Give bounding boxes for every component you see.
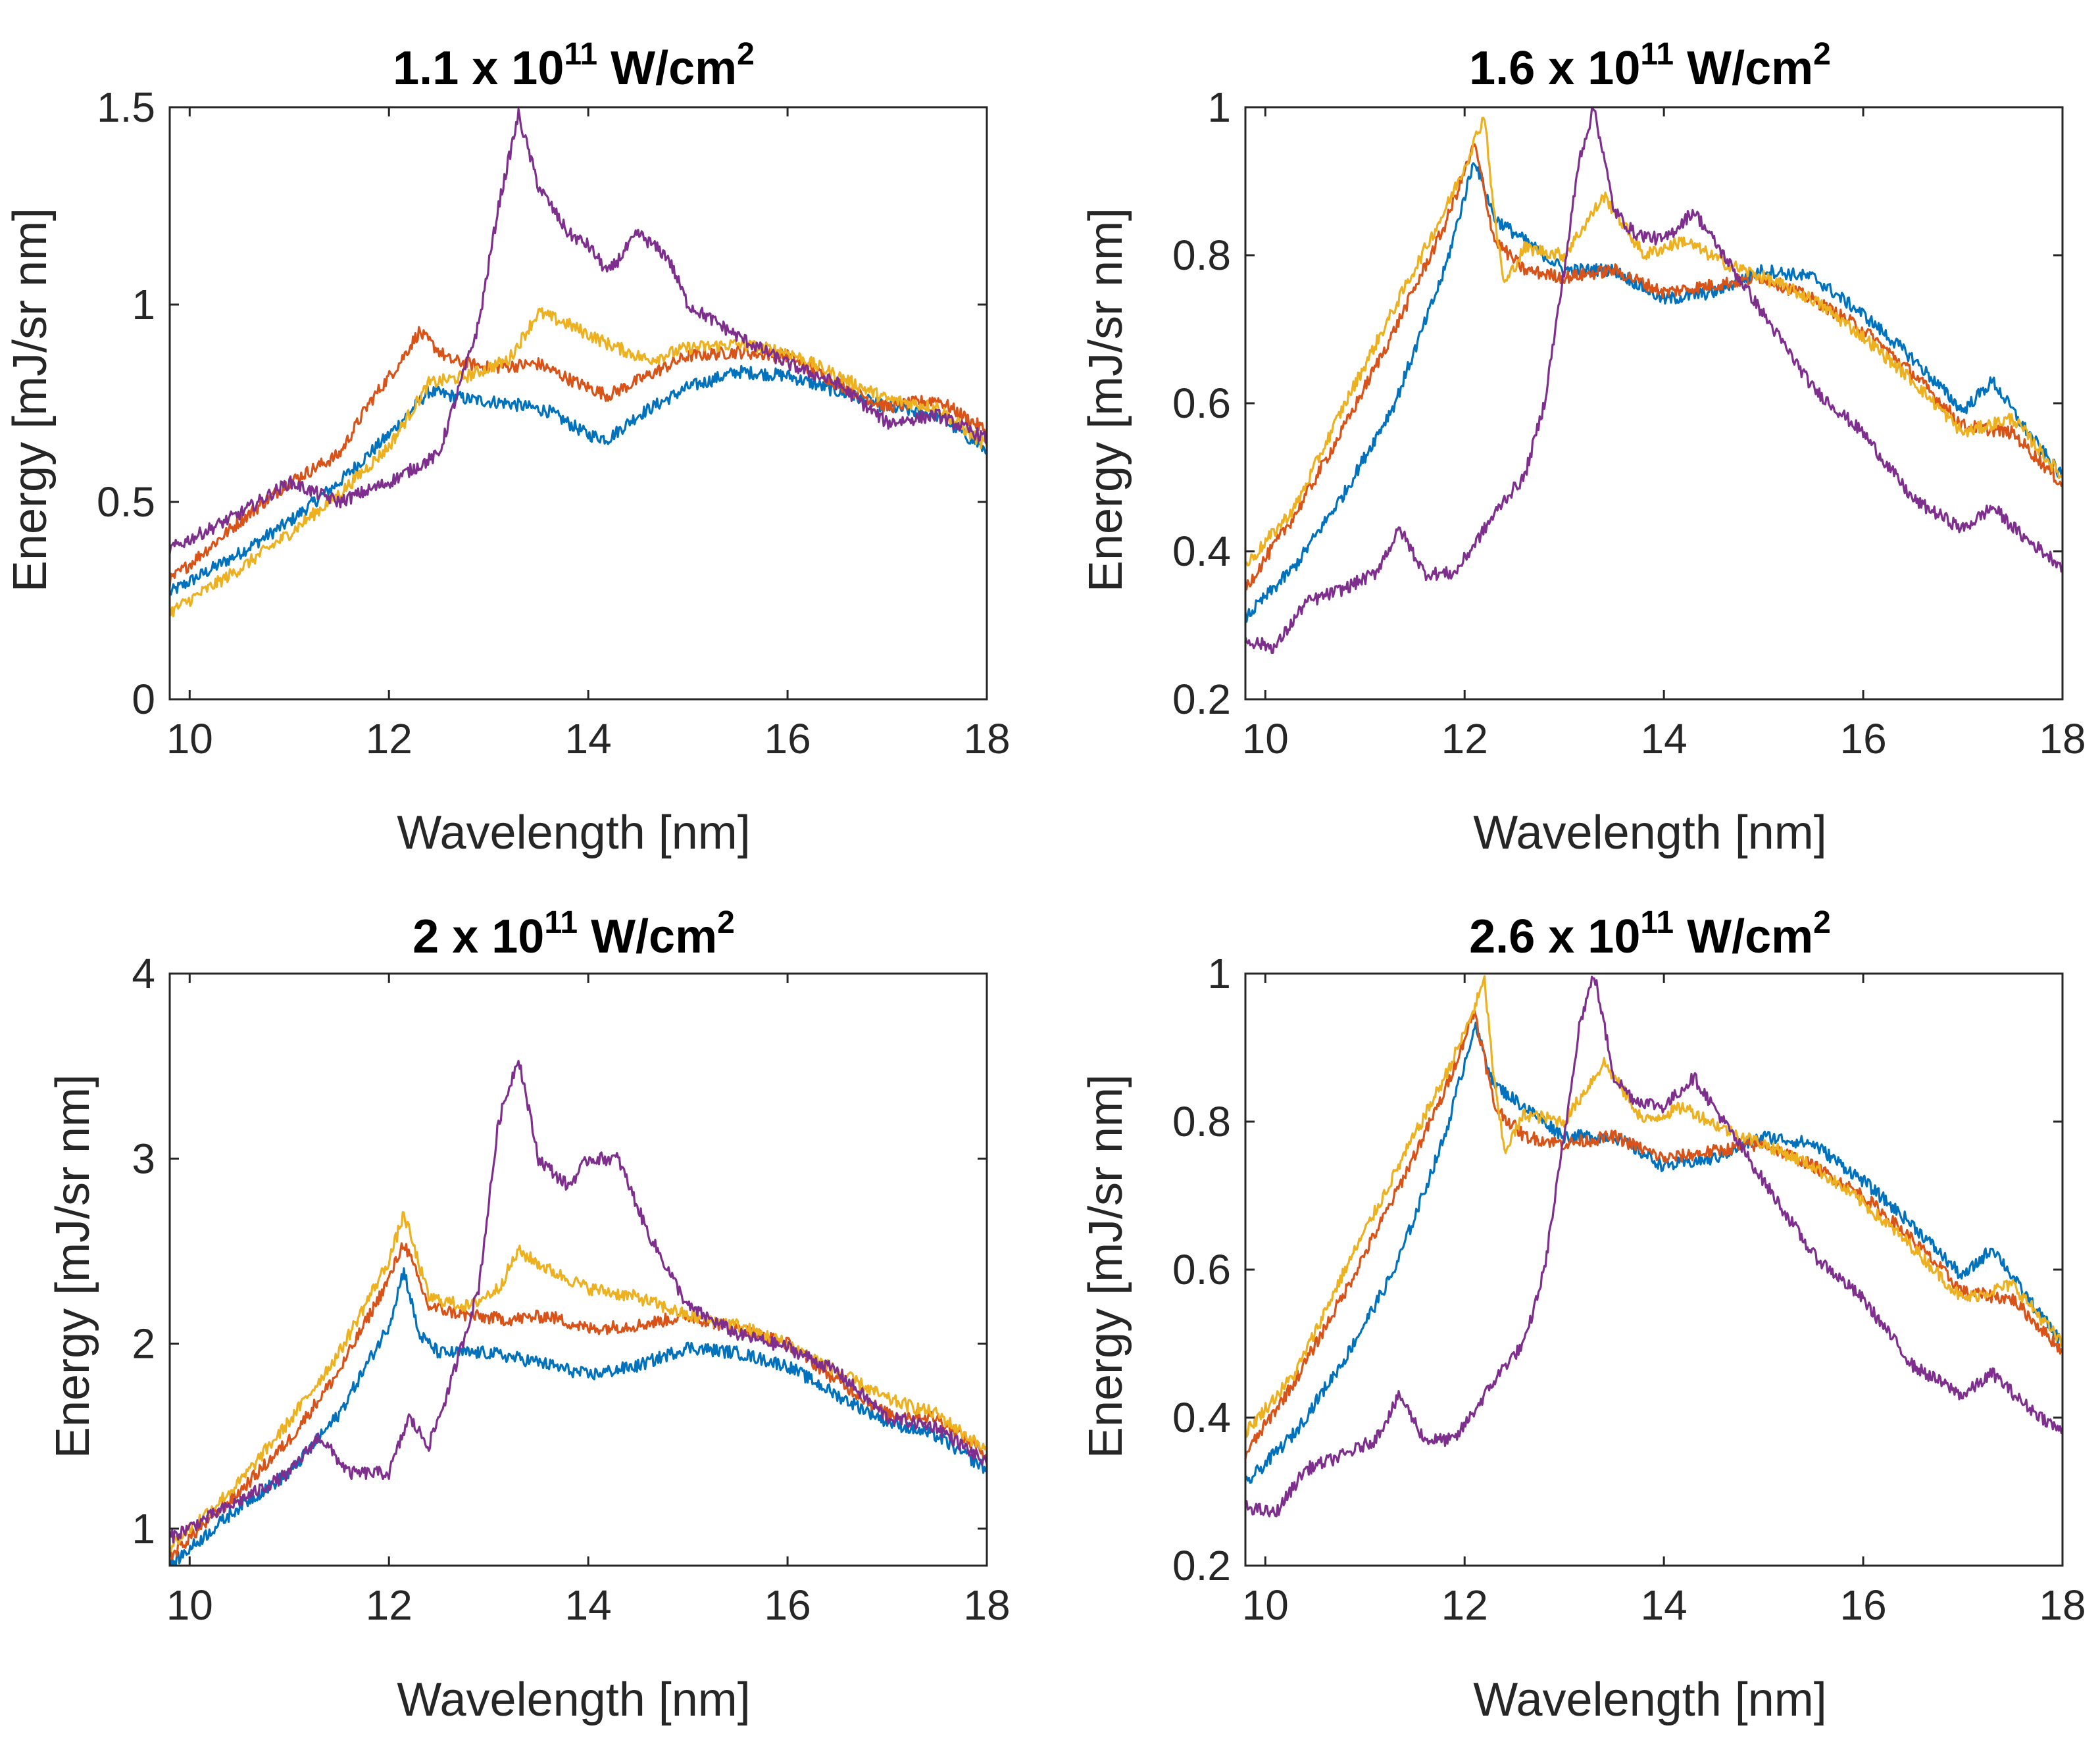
panel-4-xtick-label: 14: [1641, 1581, 1688, 1629]
panel-3-title-exponent: 11: [544, 905, 578, 940]
panel-2-series-blue: [1245, 162, 2062, 623]
panel-2-title-unit-exponent: 2: [1813, 37, 1831, 72]
panel-3-series-orange: [170, 1242, 987, 1560]
panel-1-series-orange: [170, 326, 987, 587]
panel-2-series-orange: [1245, 143, 2062, 591]
panel-4-xlabel: Wavelength [nm]: [1473, 1674, 1827, 1726]
panel-4-ytick-label: 1: [1207, 950, 1231, 997]
panel-3-title-unit-exponent: 2: [717, 905, 735, 940]
panel-4-title-exponent: 11: [1640, 905, 1674, 940]
panel-2-ylabel: Energy [mJ/sr nm]: [1080, 208, 1132, 592]
panel-2-ytick-label: 1: [1207, 84, 1231, 131]
panel-4-ytick-label: 0.4: [1172, 1394, 1231, 1441]
panel-4-axes-box: [1244, 972, 2064, 1567]
panel-3-series-purple: [170, 1060, 987, 1544]
panel-2-series-purple: [1245, 107, 2062, 655]
panel-1-xtick-label: 12: [366, 715, 413, 762]
panel-1-title: 1.1 x 1011 W/cm2: [393, 37, 755, 95]
panel-4-xtick-label: 10: [1242, 1581, 1289, 1629]
panel-2: 1.6 x 1011 W/cm2 Energy [mJ/sr nm] Wavel…: [1080, 37, 2086, 859]
panel-3-xtick-label: 18: [963, 1581, 1010, 1629]
panel-2-xtick-label: 10: [1242, 715, 1289, 762]
panel-4-ytick-label: 0.8: [1172, 1098, 1231, 1145]
panel-4-title: 2.6 x 1011 W/cm2: [1469, 905, 1831, 963]
panel-3-axes-box: [168, 972, 988, 1567]
panel-2-title-unit: W/cm: [1674, 42, 1813, 95]
panel-2-title: 1.6 x 1011 W/cm2: [1469, 37, 1831, 95]
panel-2-ytick-label: 0.8: [1172, 232, 1231, 279]
panel-1-series-purple: [170, 108, 987, 555]
panel-3-series-yellow: [170, 1210, 987, 1552]
panel-4-series-orange: [1245, 1010, 2062, 1459]
panel-1-ytick-label: 1: [132, 281, 155, 328]
panel-4-title-unit-exponent: 2: [1813, 905, 1831, 940]
panel-2-xtick-label: 18: [2039, 715, 2086, 762]
panel-2-xtick-label: 12: [1441, 715, 1488, 762]
panel-4-series-purple: [1245, 976, 2062, 1518]
panel-2-title-exponent: 11: [1640, 37, 1674, 72]
panel-2-series-yellow: [1245, 116, 2062, 567]
panel-4-title-main: 2.6 x 10: [1469, 910, 1640, 963]
panel-2-xtick-label: 16: [1839, 715, 1886, 762]
panel-4-ylabel: Energy [mJ/sr nm]: [1080, 1074, 1132, 1458]
panel-3-xtick-label: 14: [565, 1581, 612, 1629]
panel-1-ytick-label: 1.5: [97, 84, 155, 131]
panel-3-ytick-label: 4: [132, 950, 155, 997]
panel-2-ytick-label: 0.4: [1172, 528, 1231, 575]
panel-3-ylabel: Energy [mJ/sr nm]: [47, 1074, 99, 1458]
panel-4-xtick-label: 16: [1839, 1581, 1886, 1629]
panel-2-xlabel: Wavelength [nm]: [1473, 807, 1827, 859]
panel-3-ytick-label: 2: [132, 1320, 155, 1368]
panel-3-xtick-label: 12: [366, 1581, 413, 1629]
panel-1-xtick-label: 10: [166, 715, 213, 762]
panel-3-xtick-label: 16: [764, 1581, 811, 1629]
panel-3-ytick-label: 1: [132, 1505, 155, 1552]
panel-3-title-main: 2 x 10: [413, 910, 544, 963]
panel-1-ylabel: Energy [mJ/sr nm]: [4, 208, 57, 592]
panel-1-xtick-label: 16: [764, 715, 811, 762]
panel-4-ytick-label: 0.2: [1172, 1542, 1231, 1589]
panel-2-xtick-label: 14: [1641, 715, 1688, 762]
panel-1-title-main: 1.1 x 10: [393, 42, 564, 95]
panel-3-xtick-label: 10: [166, 1581, 213, 1629]
panel-3-title: 2 x 1011 W/cm2: [413, 905, 735, 963]
panel-4-series-yellow: [1245, 975, 2062, 1438]
panel-3-title-unit: W/cm: [578, 910, 717, 963]
panel-2-title-main: 1.6 x 10: [1469, 42, 1640, 95]
panel-3-xlabel: Wavelength [nm]: [397, 1674, 751, 1726]
panel-1-axes-box: [168, 106, 988, 701]
panel-1-title-exponent: 11: [564, 37, 597, 72]
panel-1-xtick-label: 18: [963, 715, 1010, 762]
panel-3-ytick-label: 3: [132, 1135, 155, 1182]
panel-4: 2.6 x 1011 W/cm2 Energy [mJ/sr nm] Wavel…: [1080, 905, 2086, 1726]
panel-2-ytick-label: 0.6: [1172, 380, 1231, 427]
panel-4-title-unit: W/cm: [1674, 910, 1813, 963]
panel-1-series-yellow: [170, 307, 987, 618]
panel-3: 2 x 1011 W/cm2 Energy [mJ/sr nm] Wavelen…: [47, 905, 1011, 1726]
panel-1-xtick-label: 14: [565, 715, 612, 762]
panel-1-ytick-label: 0: [132, 676, 155, 723]
panel-1-title-unit: W/cm: [597, 42, 737, 95]
panel-2-ytick-label: 0.2: [1172, 676, 1231, 723]
panel-1-xlabel: Wavelength [nm]: [397, 807, 751, 859]
panel-4-xtick-label: 18: [2039, 1581, 2086, 1629]
panel-4-series-blue: [1245, 1021, 2062, 1484]
panel-4-ytick-label: 0.6: [1172, 1246, 1231, 1293]
panel-1-ytick-label: 0.5: [97, 478, 155, 526]
panel-4-xtick-label: 12: [1441, 1581, 1488, 1629]
panel-1: 1.1 x 1011 W/cm2 Energy [mJ/sr nm] Wavel…: [4, 37, 1011, 859]
panel-1-title-unit-exponent: 2: [737, 37, 755, 72]
